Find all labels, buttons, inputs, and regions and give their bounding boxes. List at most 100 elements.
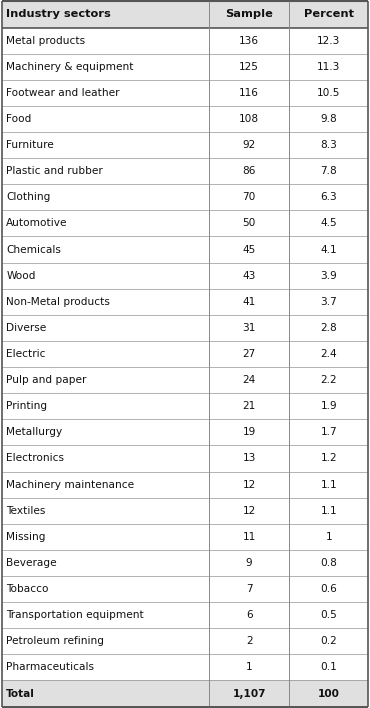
Bar [209, 654, 289, 680]
Bar [289, 1, 368, 28]
Text: Machinery & equipment: Machinery & equipment [6, 62, 134, 72]
Text: 45: 45 [242, 244, 256, 255]
Text: 1: 1 [326, 532, 332, 542]
Bar [2, 367, 209, 393]
Text: 125: 125 [239, 62, 259, 72]
Text: 1.9: 1.9 [320, 401, 337, 411]
Bar [289, 445, 368, 472]
Text: 31: 31 [242, 323, 256, 333]
Text: Total: Total [6, 688, 35, 699]
Bar [2, 315, 209, 341]
Text: Beverage: Beverage [6, 558, 57, 568]
Bar [209, 445, 289, 472]
Text: 7.8: 7.8 [320, 166, 337, 176]
Text: 0.1: 0.1 [320, 663, 337, 673]
Text: 0.6: 0.6 [320, 584, 337, 594]
Bar [209, 315, 289, 341]
Bar [289, 315, 368, 341]
Text: 50: 50 [242, 218, 256, 229]
Bar [289, 524, 368, 550]
Bar [289, 210, 368, 236]
Bar [2, 28, 209, 54]
Text: 86: 86 [242, 166, 256, 176]
Text: 4.1: 4.1 [320, 244, 337, 255]
Text: 1.7: 1.7 [320, 428, 337, 438]
Text: Petroleum refining: Petroleum refining [6, 636, 104, 646]
Bar [2, 132, 209, 158]
Text: 8.3: 8.3 [320, 140, 337, 150]
Bar [289, 654, 368, 680]
Text: Food: Food [6, 114, 32, 124]
Bar [209, 367, 289, 393]
Bar [209, 550, 289, 576]
Bar [2, 393, 209, 419]
Bar [289, 680, 368, 707]
Bar [209, 341, 289, 367]
Bar [2, 498, 209, 524]
Text: 19: 19 [242, 428, 256, 438]
Bar [289, 498, 368, 524]
Bar [209, 1, 289, 28]
Text: 1.1: 1.1 [320, 506, 337, 515]
Bar [209, 524, 289, 550]
Bar [289, 341, 368, 367]
Text: Printing: Printing [6, 401, 47, 411]
Bar [209, 184, 289, 210]
Bar [2, 80, 209, 106]
Bar [2, 289, 209, 315]
Text: 6: 6 [246, 610, 252, 620]
Bar [2, 184, 209, 210]
Text: 2.8: 2.8 [320, 323, 337, 333]
Bar [289, 236, 368, 263]
Bar [2, 341, 209, 367]
Text: Furniture: Furniture [6, 140, 54, 150]
Bar [2, 210, 209, 236]
Bar [289, 106, 368, 132]
Bar [289, 28, 368, 54]
Bar [2, 419, 209, 445]
Bar [2, 628, 209, 654]
Text: 6.3: 6.3 [320, 193, 337, 202]
Bar [289, 419, 368, 445]
Bar [209, 236, 289, 263]
Bar [289, 367, 368, 393]
Text: Pharmaceuticals: Pharmaceuticals [6, 663, 94, 673]
Text: 11.3: 11.3 [317, 62, 340, 72]
Bar [209, 393, 289, 419]
Bar [289, 263, 368, 289]
Text: 2.2: 2.2 [320, 375, 337, 385]
Text: 10.5: 10.5 [317, 88, 340, 98]
Text: 9.8: 9.8 [320, 114, 337, 124]
Bar [2, 602, 209, 628]
Bar [209, 54, 289, 80]
Text: Wood: Wood [6, 270, 36, 280]
Bar [209, 210, 289, 236]
Text: 12.3: 12.3 [317, 35, 340, 45]
Bar [209, 28, 289, 54]
Bar [289, 158, 368, 184]
Text: Footwear and leather: Footwear and leather [6, 88, 120, 98]
Text: Chemicals: Chemicals [6, 244, 61, 255]
Text: Missing: Missing [6, 532, 46, 542]
Text: 2.4: 2.4 [320, 349, 337, 359]
Bar [209, 576, 289, 602]
Text: Electric: Electric [6, 349, 46, 359]
Text: 4.5: 4.5 [320, 218, 337, 229]
Text: 13: 13 [242, 453, 256, 464]
Bar [289, 54, 368, 80]
Bar [289, 576, 368, 602]
Text: 12: 12 [242, 479, 256, 490]
Text: Industry sectors: Industry sectors [6, 9, 111, 20]
Text: 7: 7 [246, 584, 252, 594]
Bar [289, 393, 368, 419]
Text: Sample: Sample [225, 9, 273, 20]
Bar [289, 80, 368, 106]
Bar [289, 132, 368, 158]
Bar [2, 54, 209, 80]
Text: Textiles: Textiles [6, 506, 46, 515]
Bar [209, 472, 289, 498]
Bar [289, 472, 368, 498]
Text: Electronics: Electronics [6, 453, 64, 464]
Bar [209, 263, 289, 289]
Text: Plastic and rubber: Plastic and rubber [6, 166, 103, 176]
